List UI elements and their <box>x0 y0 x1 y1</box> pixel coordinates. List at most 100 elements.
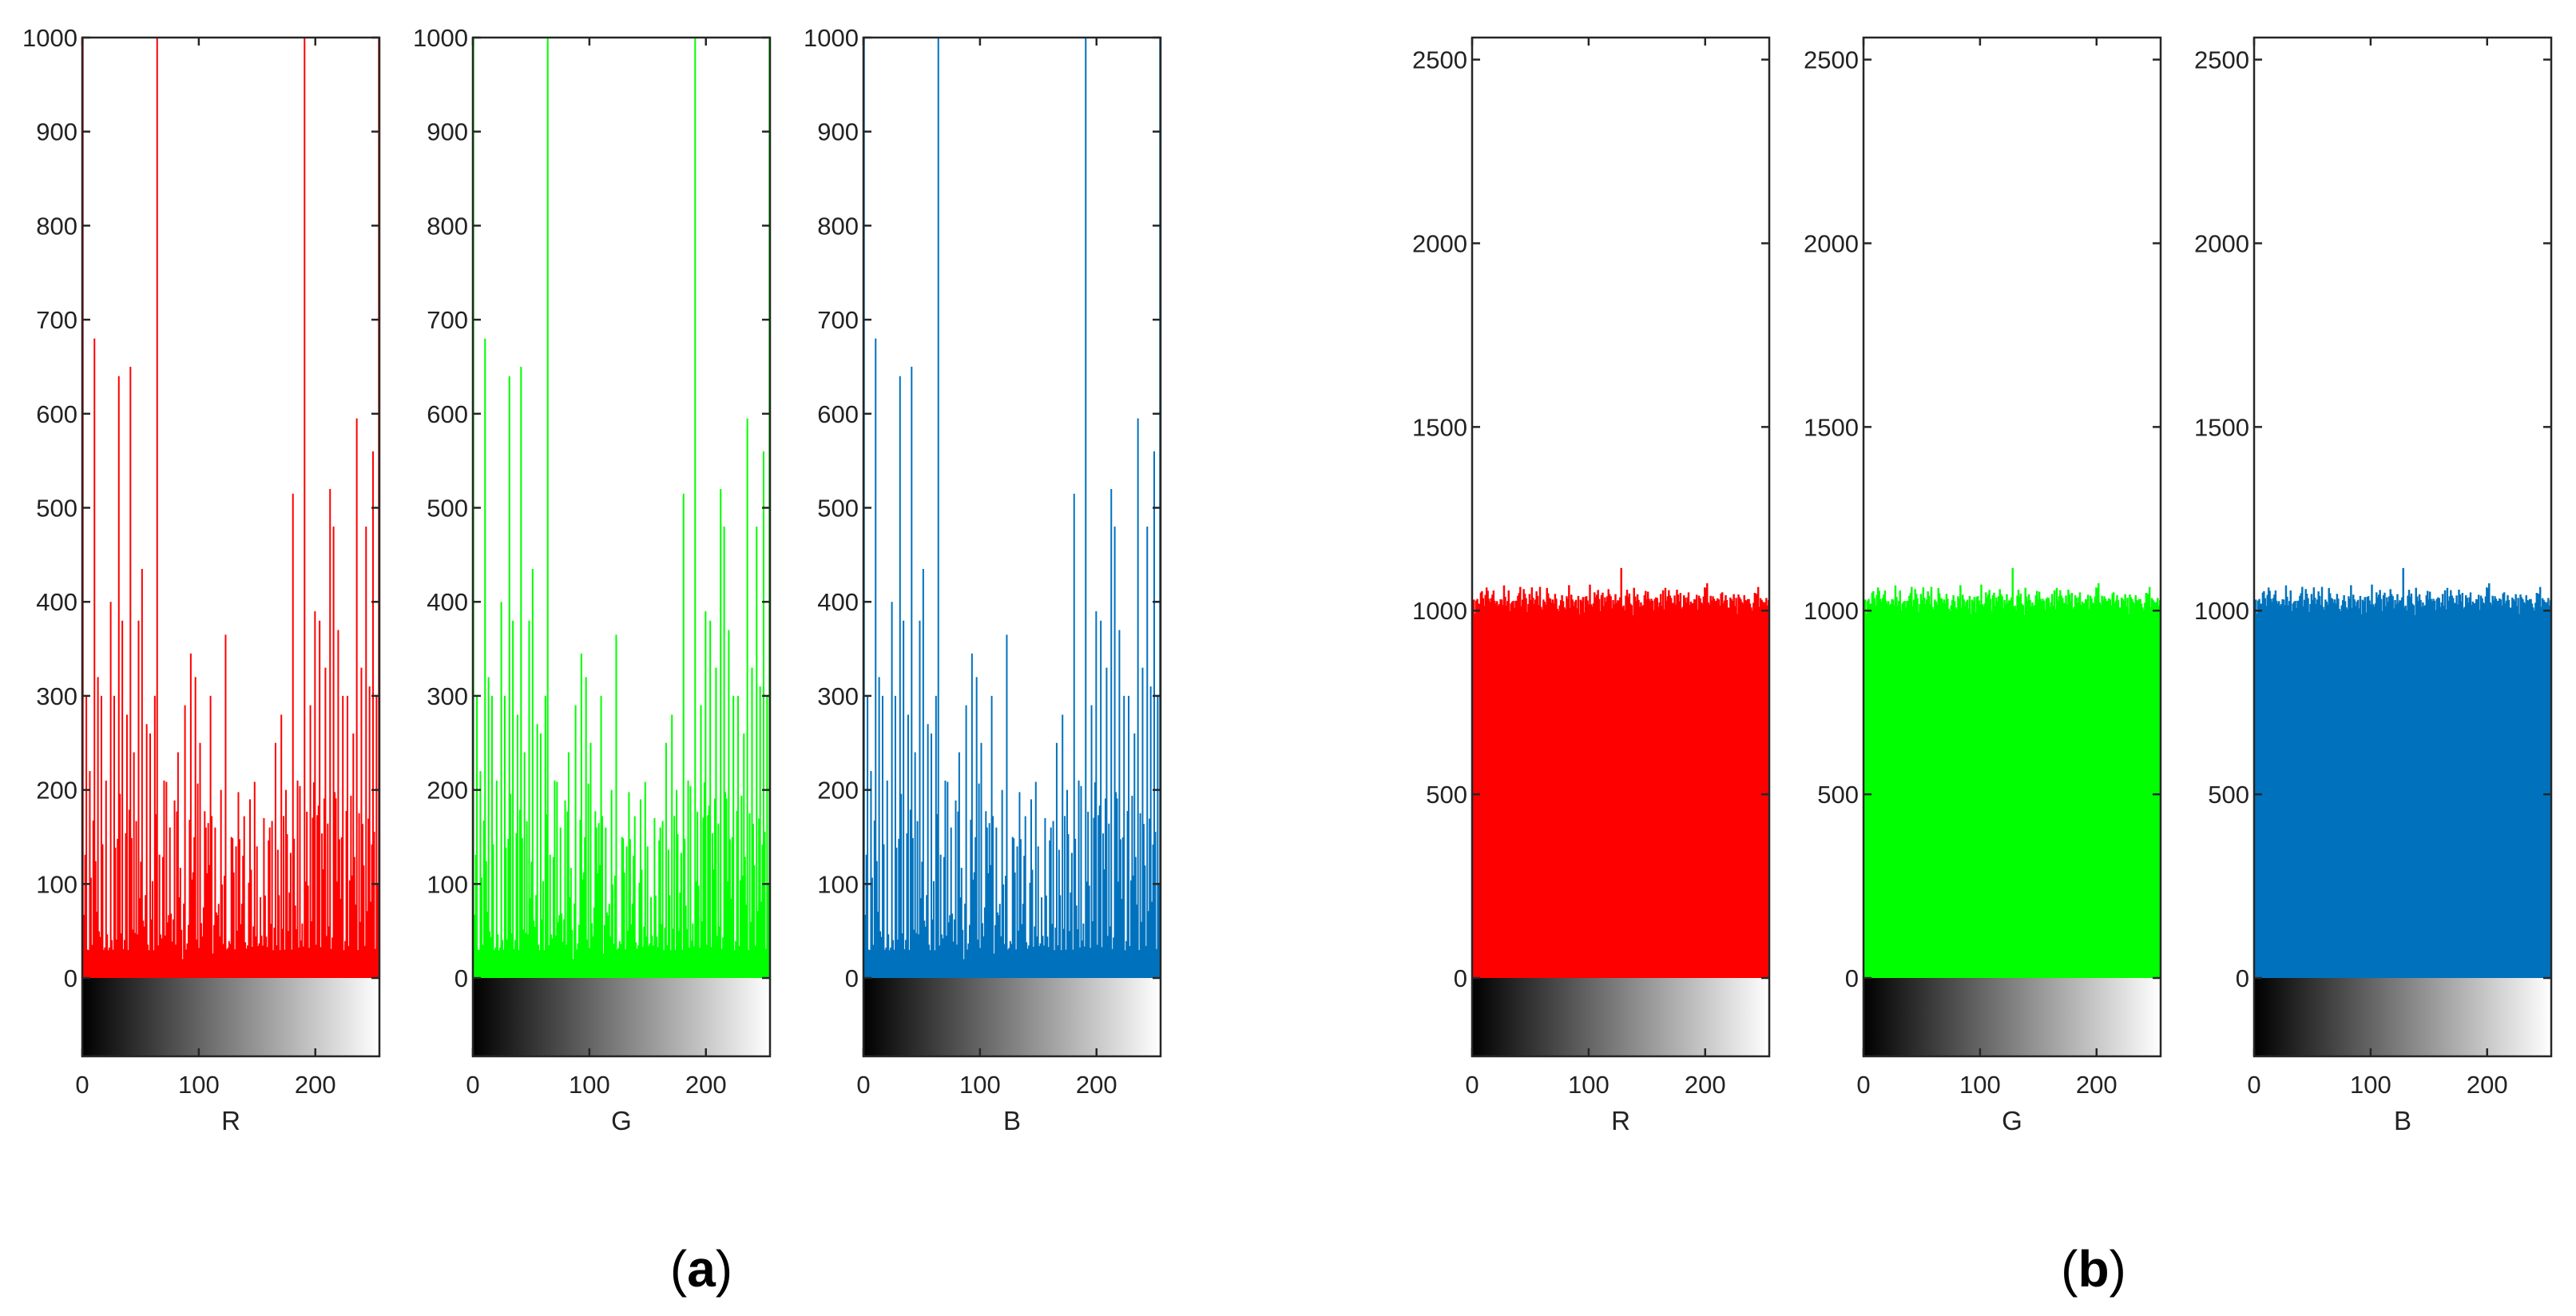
y-tick-label: 900 <box>36 118 77 146</box>
histogram-bins <box>472 38 771 978</box>
histogram-r-a: 0 100 200 300 400 500 600 700 800 900 1000 0 100 200 R <box>22 24 381 1135</box>
x-tick-label: 200 <box>2467 1071 2508 1099</box>
panel-label-b-close: ) <box>2110 1240 2126 1298</box>
y-tick-label: 500 <box>817 495 859 523</box>
y-tick-label: 500 <box>36 495 77 523</box>
y-tick-label: 700 <box>427 306 468 334</box>
y-tick-label: 500 <box>427 495 468 523</box>
x-axis: 0 100 200 <box>466 38 727 1099</box>
y-tick-label: 0 <box>1845 964 1859 992</box>
x-tick-label: 0 <box>75 1071 89 1099</box>
histogram-bins <box>1471 567 1770 979</box>
panel-label-a: (a) <box>670 1240 732 1298</box>
y-axis: 0 100 200 300 400 500 600 700 800 900 1000 <box>22 24 379 992</box>
panel-label-b: (b) <box>2061 1240 2126 1298</box>
panel-label-a-letter: a <box>687 1240 716 1298</box>
histogram-bins <box>81 38 380 978</box>
x-tick-label: 100 <box>569 1071 610 1099</box>
x-axis-label: R <box>1611 1106 1630 1135</box>
y-tick-label: 800 <box>817 212 859 240</box>
y-tick-label: 1500 <box>2194 413 2249 441</box>
y-tick-label: 1000 <box>2194 597 2249 625</box>
x-tick-label: 100 <box>1959 1071 2001 1099</box>
axes-box <box>1862 36 2162 1058</box>
grayscale-colorbar <box>1472 978 1769 1056</box>
y-tick-label: 400 <box>817 588 859 616</box>
y-tick-label: 800 <box>36 212 77 240</box>
x-axis-label: G <box>611 1106 632 1135</box>
x-tick-label: 200 <box>1685 1071 1726 1099</box>
panel-label-b-letter: b <box>2078 1240 2109 1298</box>
y-tick-label: 1000 <box>413 24 468 52</box>
y-tick-label: 300 <box>427 682 468 710</box>
y-tick-label: 0 <box>454 964 468 992</box>
y-tick-label: 100 <box>36 870 77 898</box>
x-axis: 0 100 200 <box>856 38 1117 1099</box>
axes-box <box>1471 36 1771 1058</box>
x-axis: 0 100 200 <box>1465 38 1726 1099</box>
x-axis-label: G <box>2002 1106 2022 1135</box>
y-tick-label: 600 <box>36 400 77 428</box>
y-tick-label: 900 <box>427 118 468 146</box>
x-tick-label: 100 <box>178 1071 220 1099</box>
y-tick-label: 0 <box>2236 964 2249 992</box>
y-tick-label: 2000 <box>1804 229 1859 257</box>
y-tick-label: 2500 <box>1412 46 1467 74</box>
x-tick-label: 200 <box>295 1071 336 1099</box>
y-axis: 0 500 1000 1500 2000 2500 <box>1804 46 2161 992</box>
y-tick-label: 100 <box>427 870 468 898</box>
histogram-r-b: 0 500 1000 1500 2000 2500 0 100 200 R <box>1412 36 1771 1135</box>
x-tick-label: 100 <box>959 1071 1001 1099</box>
histogram-g-b: 0 500 1000 1500 2000 2500 0 100 200 G <box>1804 36 2162 1135</box>
histogram-bins <box>863 38 1161 978</box>
y-tick-label: 1000 <box>1412 597 1467 625</box>
y-tick-label: 600 <box>817 400 859 428</box>
grayscale-colorbar <box>2254 978 2551 1056</box>
x-tick-label: 200 <box>685 1071 727 1099</box>
grayscale-colorbar <box>1864 978 2161 1056</box>
panel-label-a-open: ( <box>670 1240 687 1298</box>
axes-box <box>862 36 1162 1058</box>
x-tick-label: 0 <box>466 1071 479 1099</box>
y-tick-label: 400 <box>427 588 468 616</box>
histogram-b-b: 0 500 1000 1500 2000 2500 0 100 200 B <box>2194 36 2553 1135</box>
y-tick-label: 2000 <box>2194 229 2249 257</box>
y-tick-label: 900 <box>817 118 859 146</box>
y-tick-label: 600 <box>427 400 468 428</box>
grayscale-colorbar <box>863 978 1161 1056</box>
y-axis: 0 500 1000 1500 2000 2500 <box>2194 46 2551 992</box>
axes-box <box>471 36 772 1058</box>
histogram-b-a: 0 100 200 300 400 500 600 700 800 900 1000 0 100 200 B <box>804 24 1162 1135</box>
y-tick-label: 700 <box>36 306 77 334</box>
y-axis: 0 100 200 300 400 500 600 700 800 900 1000 <box>413 24 770 992</box>
histogram-bins <box>2253 567 2552 979</box>
x-axis: 0 100 200 <box>2247 38 2508 1099</box>
x-tick-label: 0 <box>2247 1071 2260 1099</box>
y-tick-label: 400 <box>36 588 77 616</box>
y-tick-label: 1000 <box>804 24 859 52</box>
x-tick-label: 100 <box>2350 1071 2391 1099</box>
y-tick-label: 1500 <box>1804 413 1859 441</box>
y-tick-label: 500 <box>2208 781 2249 809</box>
y-tick-label: 300 <box>817 682 859 710</box>
x-axis: 0 100 200 <box>75 38 336 1099</box>
x-tick-label: 200 <box>1076 1071 1117 1099</box>
y-axis: 0 100 200 300 400 500 600 700 800 900 1000 <box>804 24 1161 992</box>
y-tick-label: 200 <box>427 777 468 805</box>
panel-label-a-close: ) <box>716 1240 732 1298</box>
y-tick-label: 2500 <box>2194 46 2249 74</box>
y-tick-label: 0 <box>64 964 77 992</box>
grayscale-colorbar <box>473 978 770 1056</box>
y-tick-label: 500 <box>1426 781 1467 809</box>
x-axis-label: R <box>221 1106 240 1135</box>
y-tick-label: 1000 <box>22 24 77 52</box>
x-tick-label: 100 <box>1568 1071 1610 1099</box>
grayscale-colorbar <box>82 978 379 1056</box>
y-tick-label: 700 <box>817 306 859 334</box>
y-tick-label: 300 <box>36 682 77 710</box>
histogram-g-a: 0 100 200 300 400 500 600 700 800 900 1000 0 100 200 G <box>413 24 772 1135</box>
panel-b: 0 500 1000 1500 2000 2500 0 100 200 R 0 500 1000 1500… <box>1412 36 2553 1135</box>
